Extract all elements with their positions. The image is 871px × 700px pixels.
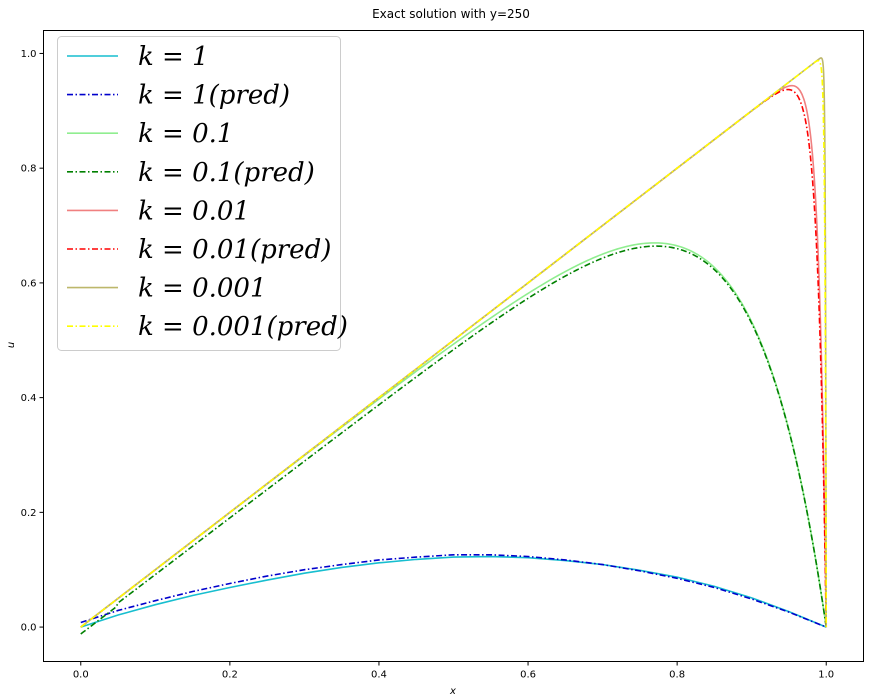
y-tick-label: 0.4 bbox=[21, 393, 37, 404]
series-layer bbox=[80, 57, 828, 635]
legend-box bbox=[57, 36, 341, 351]
y-tick-label: 0.6 bbox=[21, 278, 37, 289]
legend-label: k = 0.1 bbox=[138, 119, 233, 149]
legend-label: k = 1(pred) bbox=[138, 81, 290, 111]
series-line bbox=[80, 554, 827, 628]
legend-label: k = 0.001(pred) bbox=[138, 312, 348, 342]
series-line bbox=[80, 59, 828, 628]
x-tick-label: 0.4 bbox=[371, 670, 387, 681]
legend-label: k = 0.1(pred) bbox=[138, 158, 315, 188]
x-axis: 0.0 0.2 0.4 0.6 0.8 1.0 bbox=[73, 661, 834, 681]
y-tick-label: 1.0 bbox=[21, 49, 37, 60]
y-axis: 0.0 0.2 0.4 0.6 0.8 1.0 bbox=[21, 49, 44, 634]
legend-label: k = 1 bbox=[138, 42, 209, 72]
series-line bbox=[80, 555, 827, 628]
legend-label: k = 0.01(pred) bbox=[138, 235, 331, 265]
legend: k = 1 k = 1(pred) k = 0.1 k = 0.1(pred) k = … bbox=[57, 36, 348, 351]
y-tick-label: 0.0 bbox=[21, 623, 37, 634]
legend-label: k = 0.001 bbox=[138, 274, 267, 304]
x-tick-label: 1.0 bbox=[818, 670, 834, 681]
x-tick-label: 0.2 bbox=[222, 670, 238, 681]
x-tick-label: 0.0 bbox=[73, 670, 89, 681]
x-axis-label: x bbox=[449, 686, 456, 697]
x-tick-label: 0.6 bbox=[520, 670, 536, 681]
y-tick-label: 0.8 bbox=[21, 164, 37, 175]
y-axis-label: u bbox=[6, 342, 17, 348]
chart-title: Exact solution with y=250 bbox=[372, 7, 530, 21]
legend-label: k = 0.01 bbox=[138, 196, 250, 226]
series-line bbox=[80, 245, 828, 635]
x-tick-label: 0.8 bbox=[669, 670, 685, 681]
y-tick-label: 0.2 bbox=[21, 508, 37, 519]
